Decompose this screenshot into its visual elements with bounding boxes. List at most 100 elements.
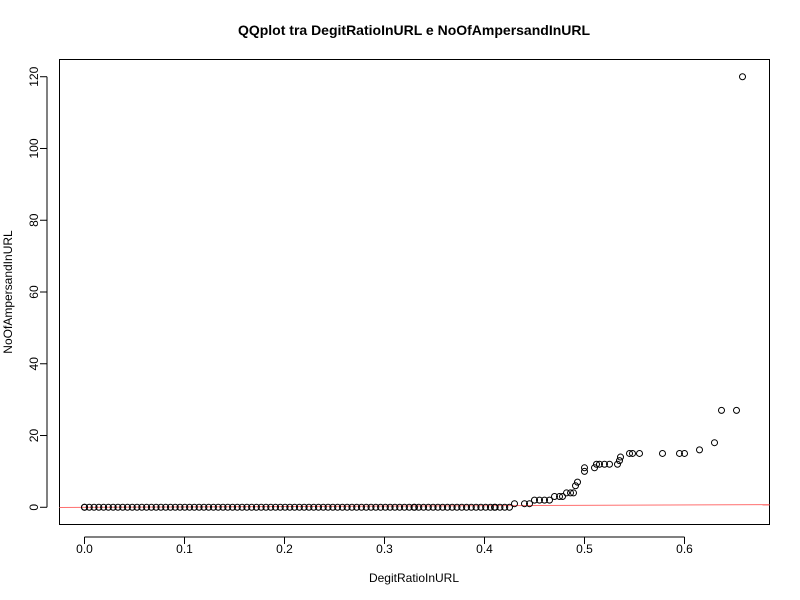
y-tick-label: 0 [27,504,41,511]
data-point [291,503,299,511]
data-point [463,503,471,511]
data-point [257,503,265,511]
chart-title: QQplot tra DegitRatioInURL e NoOfAmpersa… [238,22,591,38]
data-point [546,496,553,504]
data-point [243,503,251,511]
data-point [596,460,603,468]
data-point [310,503,318,511]
data-point [362,503,370,511]
data-point [205,503,213,511]
data-point [636,449,643,457]
data-point [526,500,533,508]
data-point [411,503,418,511]
y-tick-label: 20 [27,429,41,443]
plot-frame [59,59,770,525]
data-point [616,457,623,465]
data-point [85,503,93,511]
data-point [472,503,480,511]
x-tick-label: 0.3 [376,542,393,556]
data-point [372,503,380,511]
data-point [711,439,718,447]
data-point [353,503,361,511]
data-point [563,489,570,497]
data-point [90,503,98,511]
data-point [262,503,270,511]
data-point [676,449,683,457]
x-axis-label: DegitRatioInURL [369,571,459,585]
data-point [617,453,624,461]
data-point [556,493,563,501]
y-tick-label: 40 [27,357,41,371]
data-point [114,503,122,511]
data-point [496,503,504,511]
x-tick-label: 0.4 [476,542,493,556]
data-point [95,503,103,511]
data-point [281,503,289,511]
y-tick-label: 60 [27,285,41,299]
data-point [381,503,389,511]
data-point [439,503,447,511]
data-point [238,503,246,511]
data-point [209,503,217,511]
data-point [458,503,466,511]
data-point [659,449,666,457]
x-tick-label: 0.5 [576,542,593,556]
data-point [424,503,432,511]
data-point [367,503,375,511]
data-point [109,503,117,511]
data-point [696,446,703,454]
data-point [157,503,165,511]
data-point [324,503,332,511]
data-point [166,503,174,511]
data-point [338,503,346,511]
data-point [152,503,160,511]
y-axis-label: NoOfAmpersandInURL [1,230,15,354]
data-point [601,460,608,468]
data-point [506,503,513,511]
data-point [386,503,394,511]
data-point [319,503,327,511]
y-tick-label: 80 [27,213,41,227]
data-point [334,503,342,511]
data-point [133,503,141,511]
y-tick-label: 100 [27,138,41,158]
data-point [391,503,399,511]
data-point [420,503,428,511]
data-point [581,467,588,475]
data-point [551,493,558,501]
data-point [718,406,725,414]
data-point [128,503,136,511]
data-point [448,503,456,511]
data-point [286,503,294,511]
data-point [559,493,566,501]
data-point [314,503,322,511]
data-point [100,503,108,511]
data-point [733,406,740,414]
data-point [200,503,208,511]
data-point [357,503,365,511]
data-point [443,503,451,511]
data-point [572,482,579,490]
data-point [138,503,146,511]
data-point [429,503,437,511]
data-point [739,73,746,81]
y-axis: 0 20 40 60 80 100 120 [27,66,48,511]
data-point [229,503,237,511]
data-point [541,496,548,504]
data-point [305,503,313,511]
data-point [453,503,461,511]
data-point [400,503,408,511]
data-point [531,496,538,504]
data-point [467,503,475,511]
data-point [681,449,688,457]
data-point [190,503,198,511]
data-point [162,503,170,511]
y-tick-label: 120 [27,66,41,86]
data-point [186,503,194,511]
data-point [224,503,232,511]
points-layer [81,73,746,511]
data-point [329,503,337,511]
data-point [434,503,442,511]
